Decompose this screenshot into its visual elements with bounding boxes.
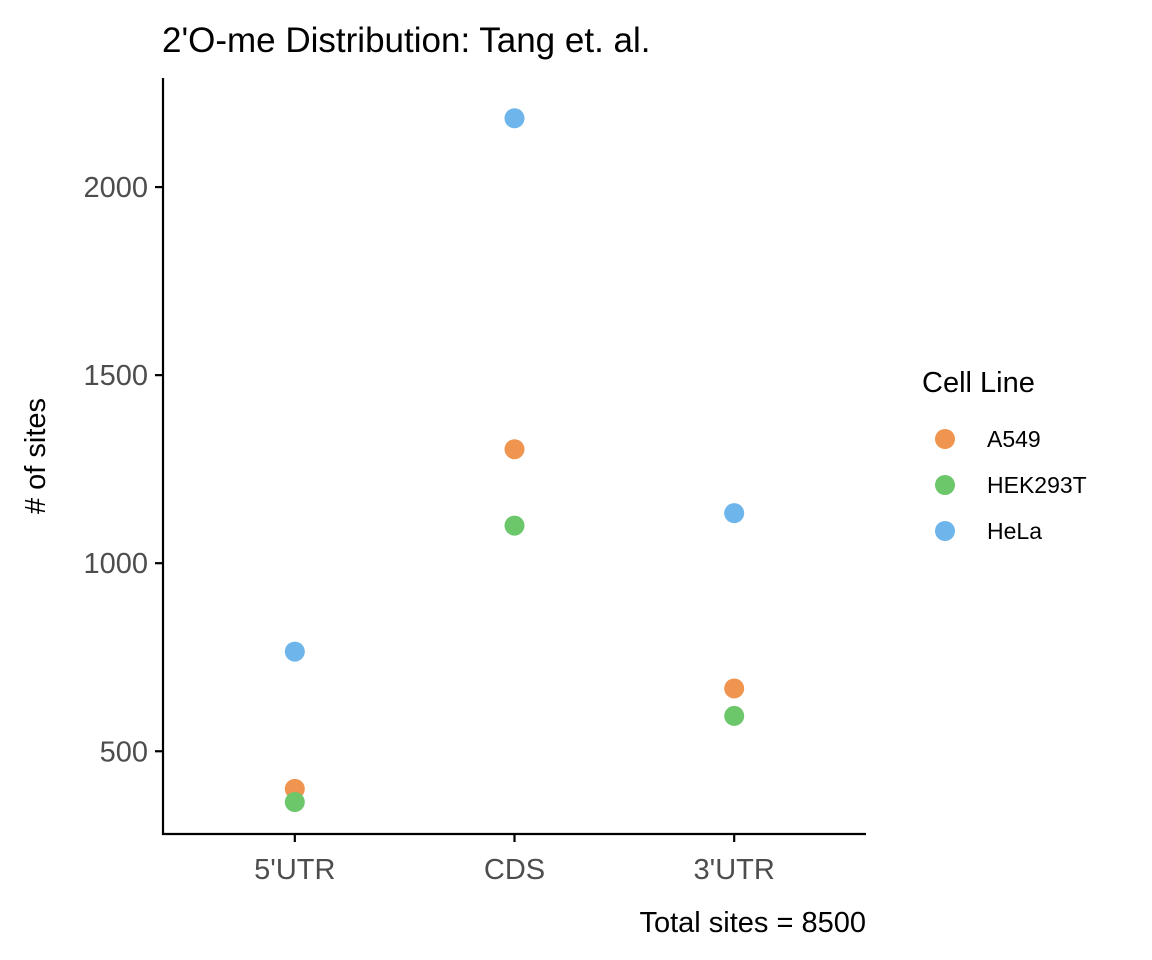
y-tick-label: 1500: [83, 360, 148, 392]
y-tick-label: 500: [100, 736, 148, 768]
legend-key-a549: [935, 429, 955, 449]
y-ticks: 500 1000 1500 2000: [83, 172, 163, 768]
plot-panel: 500 1000 1500 2000 5'UTR CDS 3'UTR: [83, 78, 866, 886]
point-a549: [504, 439, 525, 460]
point-hek293t: [504, 515, 525, 536]
point-hela: [504, 108, 525, 129]
x-axis-title: Total sites = 8500: [639, 907, 866, 939]
legend-label: HeLa: [987, 518, 1042, 544]
x-tick-label: 3'UTR: [694, 854, 775, 886]
legend-key-hela: [935, 521, 955, 541]
y-tick-label: 1000: [83, 548, 148, 580]
legend-key-hek293t: [935, 475, 955, 495]
legend: Cell Line A549 HEK293T HeLa: [922, 367, 1087, 544]
point-hek293t: [724, 705, 745, 726]
data-points: [284, 108, 745, 813]
point-hela: [284, 641, 305, 662]
legend-title: Cell Line: [922, 367, 1035, 399]
x-tick-label: CDS: [484, 854, 545, 886]
legend-items: A549 HEK293T HeLa: [935, 426, 1087, 544]
x-ticks: 5'UTR CDS 3'UTR: [254, 834, 775, 886]
point-a549: [724, 678, 745, 699]
legend-label: HEK293T: [987, 472, 1087, 498]
point-hek293t: [284, 792, 305, 813]
y-tick-label: 2000: [83, 172, 148, 204]
x-tick-label: 5'UTR: [254, 854, 335, 886]
y-axis-title: # of sites: [20, 398, 52, 514]
point-hela: [724, 503, 745, 524]
chart-title: 2'O-me Distribution: Tang et. al.: [162, 21, 650, 60]
legend-label: A549: [987, 426, 1041, 452]
